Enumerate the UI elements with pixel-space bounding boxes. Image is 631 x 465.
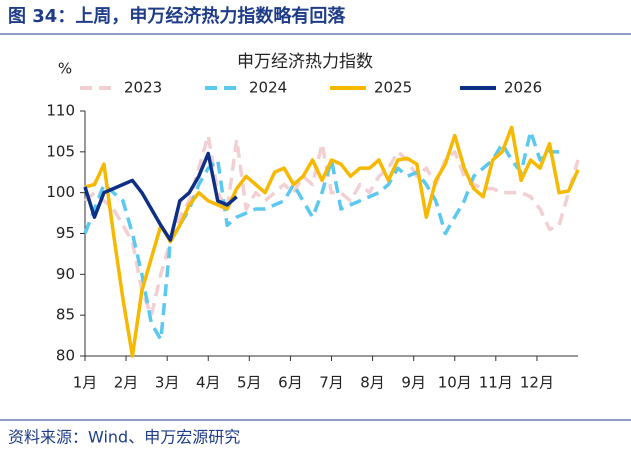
x-tick-label: 10月 — [438, 374, 472, 392]
x-tick-label: 11月 — [479, 374, 513, 392]
figure-title: 图 34：上周，申万经济热力指数略有回落 — [8, 5, 346, 27]
legend-label: 2024 — [249, 79, 287, 97]
series-line — [84, 125, 580, 358]
x-tick-label: 4月 — [196, 374, 221, 392]
x-tick-label: 7月 — [319, 374, 344, 392]
y-tick-label: 110 — [46, 102, 75, 120]
x-tick-label: 5月 — [237, 374, 262, 392]
source-note: 资料来源：Wind、申万宏源研究 — [8, 428, 240, 447]
y-tick-label: 85 — [56, 306, 75, 324]
x-tick-label: 8月 — [360, 374, 385, 392]
x-tick-label: 12月 — [520, 374, 554, 392]
legend-label: 2026 — [504, 79, 542, 97]
y-tick-label: 90 — [56, 265, 75, 283]
chart-title: 申万经济热力指数 — [237, 52, 373, 72]
series-line — [83, 129, 560, 342]
x-tick-label: 2月 — [114, 374, 139, 392]
y-tick-label: 105 — [46, 142, 75, 160]
legend-label: 2023 — [124, 79, 162, 97]
x-tick-label: 1月 — [73, 374, 98, 392]
y-tick-label: 95 — [56, 224, 75, 242]
y-axis-label: % — [58, 60, 72, 78]
series-line — [83, 151, 238, 242]
x-tick-label: 6月 — [278, 374, 303, 392]
x-tick-label: 9月 — [401, 374, 426, 392]
x-tick-label: 3月 — [155, 374, 180, 392]
y-tick-label: 100 — [46, 183, 75, 201]
series-line — [83, 133, 580, 317]
y-tick-label: 80 — [56, 347, 75, 365]
legend-label: 2025 — [374, 79, 412, 97]
